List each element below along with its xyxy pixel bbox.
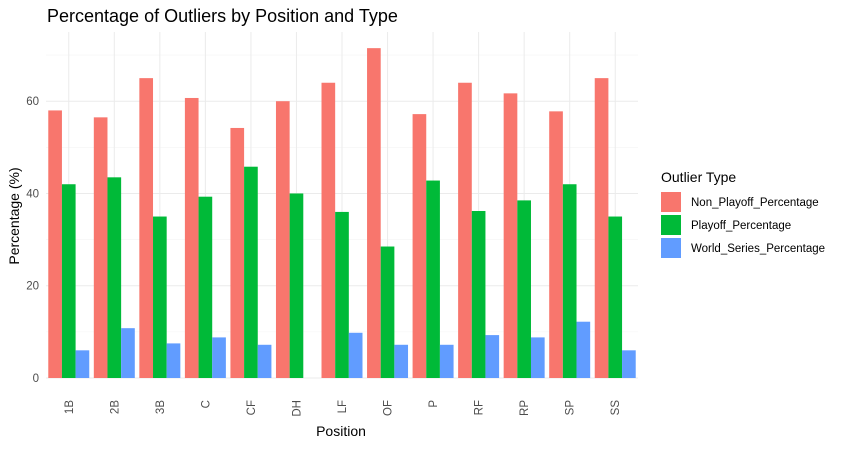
x-axis-title: Position <box>316 423 366 439</box>
y-tick-label: 0 <box>33 373 39 385</box>
bar-DH-Non_Playoff_Percentage <box>275 101 290 378</box>
bar-C-Non_Playoff_Percentage <box>184 97 199 378</box>
bar-1B-Playoff_Percentage <box>61 184 76 378</box>
bar-SS-World_Series_Percentage <box>622 350 636 378</box>
bar-RF-Non_Playoff_Percentage <box>458 82 472 378</box>
bar-RF-World_Series_Percentage <box>485 335 500 378</box>
bar-P-Non_Playoff_Percentage <box>412 114 427 378</box>
x-tick-label: 1B <box>64 400 76 414</box>
legend-key-World_Series_Percentage <box>661 238 681 258</box>
legend-label-Non_Playoff_Percentage: Non_Playoff_Percentage <box>691 197 819 209</box>
y-tick-label: 20 <box>26 281 39 293</box>
bar-SP-Non_Playoff_Percentage <box>549 111 563 378</box>
bar-RF-Playoff_Percentage <box>471 210 486 378</box>
bar-3B-World_Series_Percentage <box>166 343 181 378</box>
x-axis-ticks: 1B 2B 3B C CF DH LF OF P RF RP SP SS <box>64 400 622 417</box>
x-tick-label: OF <box>383 400 395 416</box>
x-tick-label: 3B <box>155 400 167 414</box>
legend-label-World_Series_Percentage: World_Series_Percentage <box>691 243 825 255</box>
bar-2B-World_Series_Percentage <box>121 328 135 378</box>
legend-key-Playoff_Percentage <box>661 215 681 235</box>
bar-C-Playoff_Percentage <box>198 196 213 378</box>
bar-RP-Playoff_Percentage <box>517 200 531 378</box>
bar-3B-Playoff_Percentage <box>153 216 167 378</box>
x-tick-label: LF <box>337 400 349 413</box>
bar-2B-Non_Playoff_Percentage <box>93 117 108 378</box>
y-axis-title: Percentage (%) <box>6 167 22 264</box>
x-tick-label: SS <box>610 400 622 416</box>
bar-C-World_Series_Percentage <box>212 337 226 378</box>
bar-SP-Playoff_Percentage <box>562 184 577 378</box>
x-tick-label: SP <box>565 400 577 416</box>
bar-SS-Non_Playoff_Percentage <box>594 78 609 378</box>
bar-RP-World_Series_Percentage <box>530 337 545 378</box>
legend-key-Non_Playoff_Percentage <box>661 192 681 212</box>
bar-OF-World_Series_Percentage <box>394 344 409 378</box>
bar-LF-World_Series_Percentage <box>348 332 363 378</box>
x-tick-label: RP <box>519 400 531 416</box>
x-tick-label: RF <box>474 400 486 415</box>
x-tick-label: 2B <box>109 400 121 414</box>
bar-LF-Non_Playoff_Percentage <box>321 82 336 378</box>
bar-1B-World_Series_Percentage <box>75 350 90 378</box>
bar-SS-Playoff_Percentage <box>608 216 623 378</box>
x-tick-label: DH <box>291 400 303 417</box>
bar-CF-Playoff_Percentage <box>244 166 258 378</box>
bar-CF-Non_Playoff_Percentage <box>230 127 245 378</box>
bar-P-Playoff_Percentage <box>426 180 440 378</box>
y-axis-ticks: 0 20 40 60 <box>26 96 39 385</box>
bar-3B-Non_Playoff_Percentage <box>139 78 154 378</box>
bar-LF-Playoff_Percentage <box>335 211 349 378</box>
x-tick-label: C <box>200 400 212 408</box>
y-tick-label: 60 <box>26 96 39 108</box>
legend: Outlier Type Non_Playoff_Percentage Playo… <box>661 169 825 258</box>
bar-RP-Non_Playoff_Percentage <box>503 93 518 378</box>
legend-label-Playoff_Percentage: Playoff_Percentage <box>691 220 791 232</box>
bar-CF-World_Series_Percentage <box>257 344 272 378</box>
bar-DH-Playoff_Percentage <box>289 193 304 378</box>
bar-OF-Non_Playoff_Percentage <box>367 48 381 378</box>
legend-title: Outlier Type <box>661 169 736 185</box>
bar-P-World_Series_Percentage <box>439 344 454 378</box>
x-tick-label: CF <box>246 400 258 415</box>
bar-SP-World_Series_Percentage <box>576 321 591 378</box>
chart-title: Percentage of Outliers by Position and T… <box>47 6 398 26</box>
bar-1B-Non_Playoff_Percentage <box>48 110 62 378</box>
bars <box>48 48 636 378</box>
y-tick-label: 40 <box>26 188 39 200</box>
bar-OF-Playoff_Percentage <box>380 246 395 378</box>
x-tick-label: P <box>428 400 440 408</box>
bar-2B-Playoff_Percentage <box>107 177 122 378</box>
